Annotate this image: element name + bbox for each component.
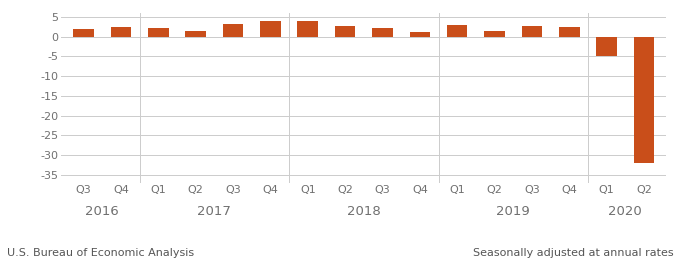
- Bar: [111, 27, 131, 37]
- Bar: [260, 21, 281, 37]
- Text: 2019: 2019: [496, 205, 530, 218]
- Text: 2017: 2017: [197, 205, 231, 218]
- Bar: [409, 32, 430, 37]
- Bar: [447, 25, 467, 37]
- Bar: [148, 28, 169, 37]
- Text: 2020: 2020: [609, 205, 642, 218]
- Text: 2018: 2018: [347, 205, 381, 218]
- Bar: [372, 28, 393, 37]
- Bar: [522, 26, 542, 37]
- Text: Seasonally adjusted at annual rates: Seasonally adjusted at annual rates: [473, 248, 673, 258]
- Bar: [596, 37, 617, 56]
- Bar: [634, 37, 654, 163]
- Bar: [297, 21, 318, 37]
- Bar: [186, 31, 206, 37]
- Bar: [484, 31, 505, 37]
- Bar: [559, 27, 579, 37]
- Bar: [335, 26, 356, 37]
- Bar: [223, 25, 243, 37]
- Text: U.S. Bureau of Economic Analysis: U.S. Bureau of Economic Analysis: [7, 248, 194, 258]
- Bar: [73, 29, 94, 37]
- Text: 2016: 2016: [86, 205, 119, 218]
